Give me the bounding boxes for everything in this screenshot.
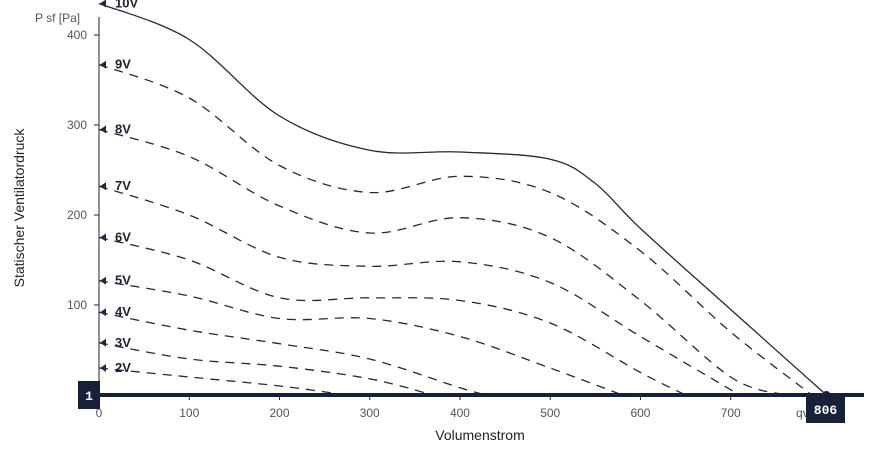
series-2V-label: 2V	[115, 360, 131, 375]
y-tick-label: 200	[67, 208, 87, 222]
series-9V-arrow-icon	[100, 60, 106, 69]
series-5V-label: 5V	[115, 273, 131, 288]
series-5V-line	[98, 280, 623, 396]
series-3V-line	[98, 342, 434, 396]
series-4V-label: 4V	[115, 304, 131, 319]
series-7V-arrow-icon	[100, 182, 106, 191]
x-tick-label: 200	[269, 406, 289, 420]
series-8V-line	[98, 128, 786, 396]
right-marker-badge	[806, 395, 845, 423]
curve-labels-layer: 10V 9V 8V 7V 6V 5V 4V 3V 2V	[100, 0, 138, 375]
series-8V-label: 8V	[115, 122, 131, 137]
series-7V-label: 7V	[115, 178, 131, 193]
series-2V-arrow-icon	[100, 364, 106, 372]
x-axis-title: Volumenstrom	[435, 427, 524, 443]
series-6V-arrow-icon	[100, 233, 106, 242]
right-marker[interactable]: 806	[806, 395, 845, 423]
series-10V-label: 10V	[115, 0, 138, 11]
series-10V-arrow-icon	[100, 0, 106, 8]
left-marker[interactable]: 1	[78, 381, 100, 409]
x-tick-label: 600	[630, 406, 650, 420]
curve-end-point[interactable]	[822, 391, 831, 399]
series-7V-line	[98, 185, 741, 396]
axes-layer	[98, 17, 859, 396]
series-9V-line	[98, 64, 813, 396]
y-tick-label: 300	[67, 118, 87, 132]
x-unit-label: qv	[796, 406, 809, 420]
series-2V-line	[98, 367, 348, 396]
series-3V-label: 3V	[115, 335, 131, 350]
x-tick-label: 100	[179, 406, 199, 420]
x-tick-label: 400	[450, 406, 470, 420]
x-tick-label: 500	[540, 406, 560, 420]
series-3V-arrow-icon	[100, 338, 106, 347]
left-marker-text: 1	[85, 389, 93, 404]
right-marker-text: 806	[814, 403, 838, 418]
series-9V-label: 9V	[115, 57, 131, 72]
ticks-layer: 01002003004000100200300400500600700	[67, 28, 741, 420]
y-axis-title: Statischer Ventilatordruck	[11, 128, 27, 288]
series-5V-arrow-icon	[100, 276, 106, 285]
x-tick-label: 300	[360, 406, 380, 420]
left-marker-badge	[78, 381, 100, 409]
y-tick-label: 100	[67, 298, 87, 312]
series-4V-line	[98, 311, 488, 396]
series-6V-label: 6V	[115, 230, 131, 245]
series-6V-line	[98, 236, 686, 396]
curves-layer	[98, 2, 827, 396]
y-unit-label: P sf [Pa]	[35, 11, 80, 25]
series-8V-arrow-icon	[100, 125, 106, 134]
y-tick-label: 400	[67, 28, 87, 42]
x-tick-label: 700	[721, 406, 741, 420]
x-tick-label: 0	[96, 406, 103, 420]
series-4V-arrow-icon	[100, 308, 106, 317]
series-10V-line	[98, 2, 827, 396]
